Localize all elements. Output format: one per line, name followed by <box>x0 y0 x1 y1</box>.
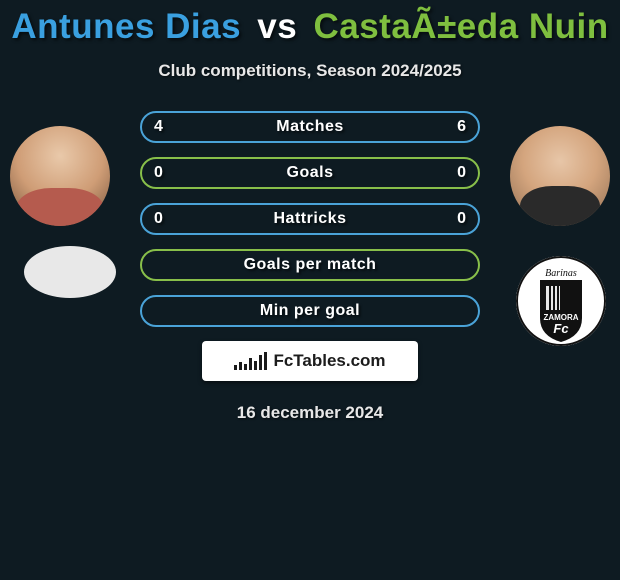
club-caption: Barinas <box>545 268 577 279</box>
player1-club-badge <box>24 246 116 298</box>
metric-row: 0 Hattricks 0 <box>140 203 480 235</box>
player2-name: CastaÃ±eda Nuin <box>313 7 608 46</box>
club-badge-icon: Barinas ZAMORA Fc <box>516 256 606 346</box>
logo-bars-icon <box>234 352 267 370</box>
player2-avatar <box>510 126 610 226</box>
metric-label: Goals <box>287 164 334 182</box>
player1-name: Antunes Dias <box>11 7 241 46</box>
player1-avatar <box>10 126 110 226</box>
metric-label: Hattricks <box>274 210 347 228</box>
metric-value-right: 0 <box>457 164 466 182</box>
metric-label: Matches <box>276 118 344 136</box>
metric-label: Min per goal <box>260 302 360 320</box>
metric-row: Min per goal <box>140 295 480 327</box>
metric-value-left: 4 <box>154 118 163 136</box>
metric-row: Goals per match <box>140 249 480 281</box>
subtitle: Club competitions, Season 2024/2025 <box>0 61 620 81</box>
metric-row: 4 Matches 6 <box>140 111 480 143</box>
logo-text: FcTables.com <box>273 351 385 371</box>
svg-text:Fc: Fc <box>553 321 569 336</box>
vs-label: vs <box>257 7 297 46</box>
metric-value-right: 6 <box>457 118 466 136</box>
fctables-logo: FcTables.com <box>202 341 418 381</box>
metric-label: Goals per match <box>244 256 377 274</box>
metric-value-left: 0 <box>154 164 163 182</box>
player2-club-badge: Barinas ZAMORA Fc <box>516 256 606 346</box>
metric-value-right: 0 <box>457 210 466 228</box>
date-label: 16 december 2024 <box>0 403 620 423</box>
comparison-title: Antunes Dias vs CastaÃ±eda Nuin <box>0 0 620 47</box>
metric-row: 0 Goals 0 <box>140 157 480 189</box>
metric-value-left: 0 <box>154 210 163 228</box>
